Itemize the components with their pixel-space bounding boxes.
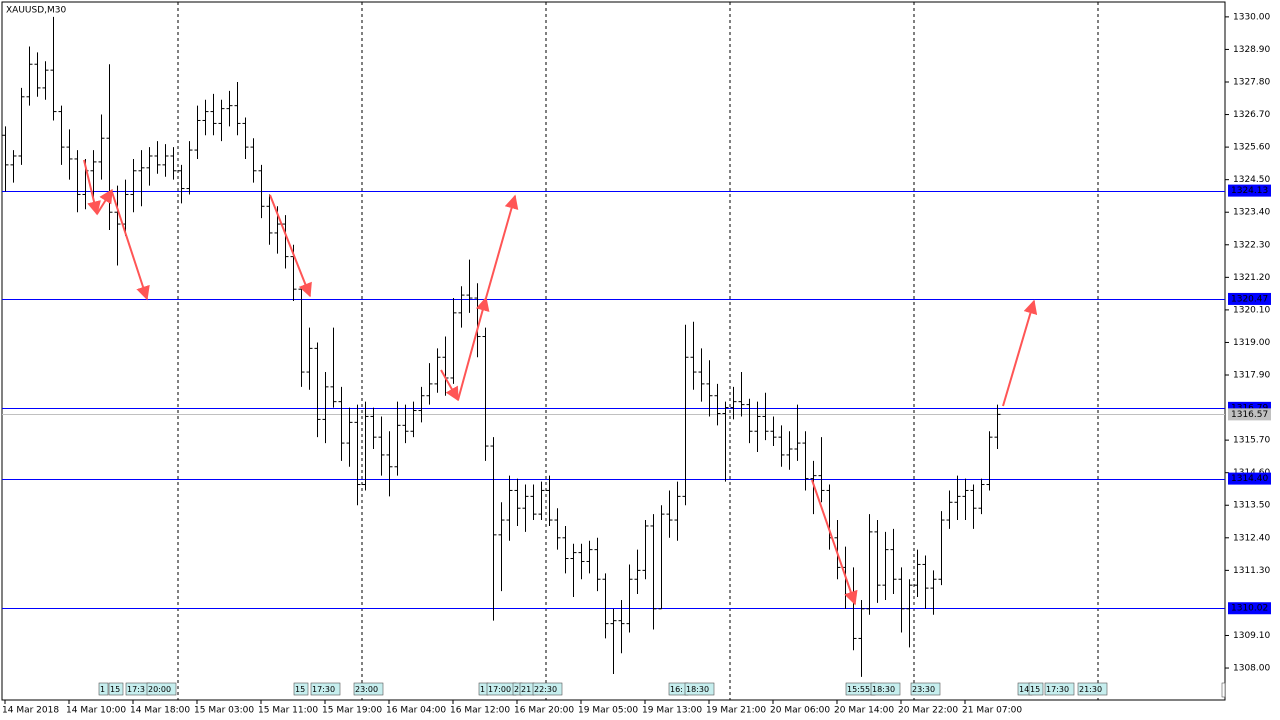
y-tick-label: 1322.30 bbox=[1233, 240, 1270, 250]
event-marker bbox=[532, 682, 563, 696]
arrow bbox=[111, 191, 150, 301]
event-marker bbox=[870, 682, 901, 696]
event-label: 16: bbox=[670, 685, 683, 694]
x-tick-label: 20 Mar 22:00 bbox=[898, 706, 958, 716]
event-marker bbox=[353, 682, 384, 696]
event-marker bbox=[293, 682, 309, 696]
x-tick-label: 16 Mar 20:00 bbox=[514, 706, 574, 716]
y-tick-label: 1323.40 bbox=[1233, 208, 1270, 218]
y-tick-label: 1308.00 bbox=[1233, 664, 1270, 674]
event-label: 17:30 bbox=[1046, 685, 1069, 694]
y-tick-label: 1330.00 bbox=[1233, 12, 1270, 22]
chart-title: XAUUSD,M30 bbox=[6, 6, 66, 16]
y-tick-label: 1313.50 bbox=[1233, 501, 1270, 511]
y-tick-label: 1315.70 bbox=[1233, 436, 1270, 446]
x-tick-label: 14 Mar 10:00 bbox=[66, 706, 126, 716]
event-label: 21:30 bbox=[1079, 685, 1102, 694]
arrow bbox=[83, 159, 101, 216]
event-marker bbox=[108, 682, 124, 696]
price-tag-label: 1324.13 bbox=[1231, 186, 1268, 196]
event-marker bbox=[310, 682, 341, 696]
y-tick-label: 1319.00 bbox=[1233, 338, 1270, 348]
event-label: 14 bbox=[1019, 685, 1029, 694]
event-marker bbox=[684, 682, 715, 696]
bars bbox=[2, 16, 1001, 677]
event-label: 18:30 bbox=[872, 685, 895, 694]
y-tick-label: 1327.80 bbox=[1233, 77, 1270, 87]
x-tick-label: 15 Mar 03:00 bbox=[194, 706, 254, 716]
event-marker bbox=[910, 682, 941, 696]
price-tag bbox=[1228, 184, 1271, 197]
y-tick-label: 1328.90 bbox=[1233, 45, 1270, 55]
event-marker bbox=[98, 682, 109, 696]
event-label: 15 bbox=[110, 685, 120, 694]
event-label: 1 bbox=[100, 685, 105, 694]
y-tick-label: 1325.60 bbox=[1233, 143, 1270, 153]
event-label: 18:30 bbox=[686, 685, 709, 694]
trend-arrows bbox=[83, 159, 1038, 606]
event-label: 15 bbox=[295, 685, 305, 694]
x-tick-label: 16 Mar 12:00 bbox=[450, 706, 510, 716]
event-label: 23:30 bbox=[912, 685, 935, 694]
y-tick-label: 1312.40 bbox=[1233, 533, 1270, 543]
arrow bbox=[269, 194, 312, 298]
y-tick-label: 1320.10 bbox=[1233, 305, 1270, 315]
price-tag bbox=[1228, 602, 1271, 615]
event-label: 15:55 bbox=[847, 685, 870, 694]
x-tick-label: 14 Mar 18:00 bbox=[130, 706, 190, 716]
event-label: 1 bbox=[480, 685, 485, 694]
scroll-marker bbox=[1221, 682, 1226, 698]
y-tick-label: 1321.20 bbox=[1233, 273, 1270, 283]
event-label: 23:00 bbox=[355, 685, 378, 694]
price-tag-label: 1314.40 bbox=[1231, 474, 1268, 484]
x-tick-label: 20 Mar 06:00 bbox=[770, 706, 830, 716]
price-tag-label: 1316.79 bbox=[1231, 403, 1268, 413]
x-tick-label: 15 Mar 11:00 bbox=[258, 706, 318, 716]
event-label: 17:30 bbox=[312, 685, 335, 694]
x-tick-label: 15 Mar 19:00 bbox=[322, 706, 382, 716]
price-tag-label: 1310.02 bbox=[1231, 604, 1268, 614]
x-tick-label: 19 Mar 21:00 bbox=[706, 706, 766, 716]
event-label: 17:00 bbox=[488, 685, 511, 694]
arrow bbox=[1002, 299, 1038, 407]
x-tick-label: 19 Mar 05:00 bbox=[578, 706, 638, 716]
arrow bbox=[440, 369, 459, 402]
y-tick-label: 1326.70 bbox=[1233, 110, 1270, 120]
x-tick-label: 19 Mar 13:00 bbox=[642, 706, 702, 716]
x-tick-label: 21 Mar 07:00 bbox=[962, 706, 1022, 716]
event-marker bbox=[1044, 682, 1075, 696]
axes: 1330.00 1328.90 1327.80 1326.70 1325.60 1324.… bbox=[2, 12, 1271, 716]
arrow bbox=[485, 194, 519, 299]
y-tick-label: 1309.10 bbox=[1233, 631, 1270, 641]
event-marker bbox=[146, 682, 177, 696]
price-tag bbox=[1228, 292, 1271, 305]
x-tick-label: 20 Mar 14:00 bbox=[834, 706, 894, 716]
x-tick-label: 16 Mar 04:00 bbox=[386, 706, 446, 716]
arrow bbox=[457, 296, 490, 401]
event-marker bbox=[1028, 682, 1044, 696]
y-tick-label: 1324.50 bbox=[1233, 175, 1270, 185]
period-separators bbox=[177, 2, 1099, 700]
event-label: 17:3 bbox=[127, 685, 145, 694]
event-label: 20:00 bbox=[148, 685, 171, 694]
price-tag bbox=[1228, 472, 1271, 485]
levels bbox=[2, 191, 1225, 609]
event-marker bbox=[1077, 682, 1108, 696]
price-tag-label: 1320.47 bbox=[1231, 294, 1268, 304]
event-label: 21 bbox=[521, 685, 531, 694]
event-label: 22:30 bbox=[534, 685, 557, 694]
x-tick-label: 14 Mar 2018 bbox=[2, 706, 59, 716]
price-tag bbox=[1228, 408, 1271, 421]
y-tick-label: 1317.90 bbox=[1233, 371, 1270, 381]
event-label: 2 bbox=[514, 685, 519, 694]
y-tick-label: 1311.30 bbox=[1233, 566, 1270, 576]
price-tag-label: 1316.57 bbox=[1231, 410, 1268, 420]
plot-frame bbox=[1, 1, 1226, 701]
arrow bbox=[811, 479, 858, 606]
arrow bbox=[96, 188, 113, 215]
event-label: 15 bbox=[1030, 685, 1040, 694]
